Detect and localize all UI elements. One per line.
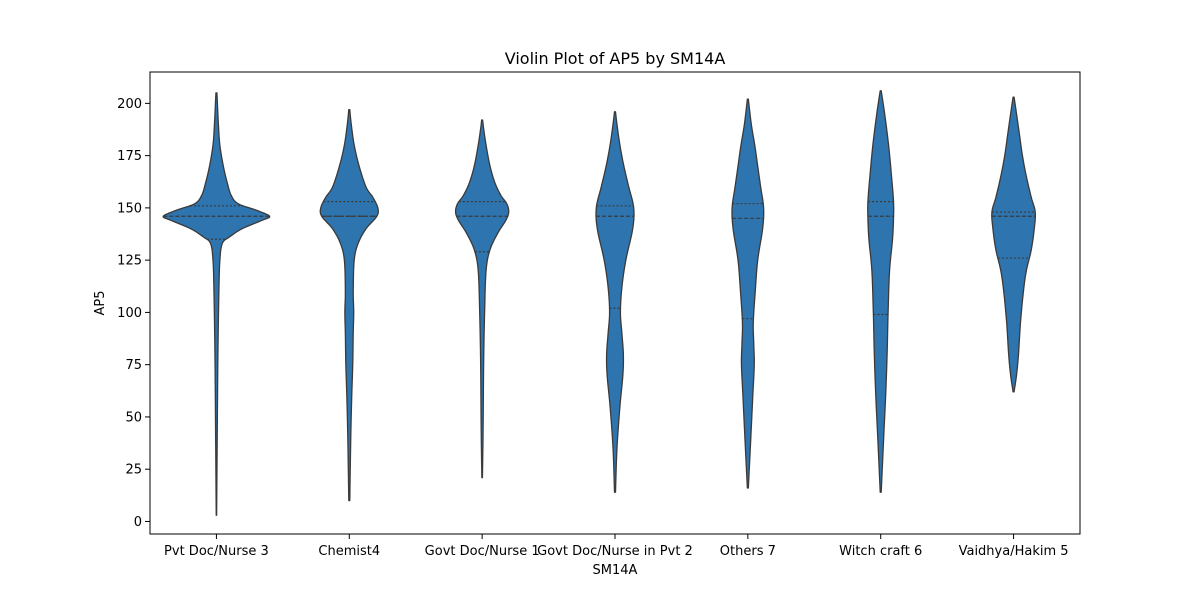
violin-body [319, 108, 379, 502]
x-tick-label: Witch craft 6 [839, 544, 922, 559]
violin-body [162, 92, 271, 516]
y-axis-label: AP5 [93, 290, 108, 315]
chart-title: Violin Plot of AP5 by SM14A [505, 49, 726, 68]
y-tick-label: 125 [117, 254, 142, 269]
y-tick-label: 100 [117, 306, 142, 321]
violin-body [595, 111, 635, 493]
y-tick-label: 25 [125, 463, 142, 478]
violin-5 [731, 98, 765, 489]
y-tick-label: 200 [117, 97, 142, 112]
violin-4 [595, 111, 635, 493]
y-tick-label: 75 [125, 358, 142, 373]
violin-body [991, 96, 1037, 393]
violin-body [731, 98, 765, 489]
violin-3 [454, 119, 510, 479]
x-tick-label: Pvt Doc/Nurse 3 [164, 544, 269, 559]
violin-7 [991, 96, 1037, 393]
x-tick-label: Govt Doc/Nurse in Pvt 2 [537, 544, 693, 559]
violin-body [454, 119, 510, 479]
y-tick-label: 0 [134, 515, 142, 530]
y-axis: 0 25 50 75 100 125 150 175 200 [117, 97, 150, 530]
y-tick-label: 150 [117, 201, 142, 216]
violin-2 [319, 108, 379, 502]
y-tick-label: 50 [125, 410, 142, 425]
violin-body [867, 90, 895, 493]
violin-6 [867, 90, 895, 493]
x-tick-label: Govt Doc/Nurse 1 [425, 544, 540, 559]
y-tick-label: 175 [117, 149, 142, 164]
violins-layer [162, 90, 1037, 516]
x-axis-label: SM14A [593, 563, 638, 578]
violin-1 [162, 92, 271, 516]
x-axis: Pvt Doc/Nurse 3 Chemist4 Govt Doc/Nurse 1G… [164, 534, 1069, 559]
x-tick-label: Chemist4 [318, 544, 380, 559]
x-tick-label: Vaidhya/Hakim 5 [959, 544, 1069, 559]
x-tick-label: Others 7 [720, 544, 776, 559]
